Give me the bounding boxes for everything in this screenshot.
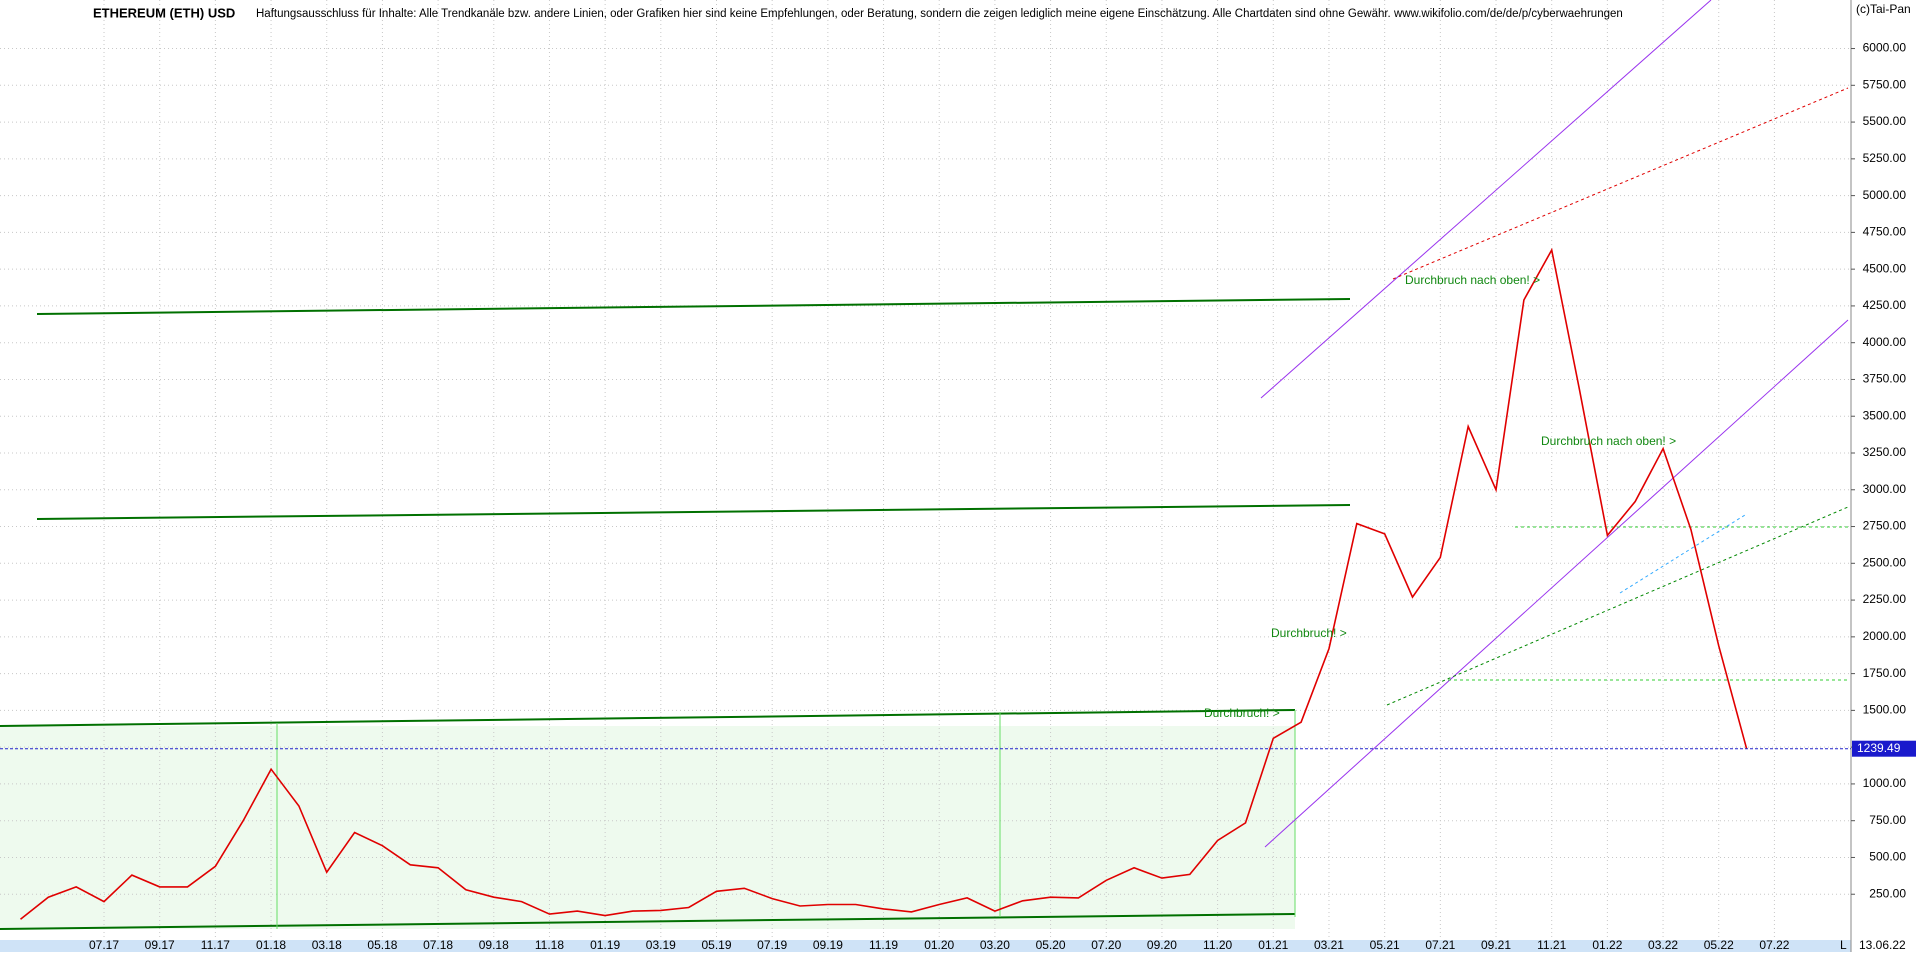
y-tick-label: 4500.00: [1863, 261, 1907, 275]
last-price-box: [1852, 740, 1916, 757]
trend-line: [0, 709, 1296, 727]
y-tick-label: 3750.00: [1863, 372, 1907, 386]
x-tick-label: 03.22: [1648, 938, 1678, 952]
scale-mark: L: [1840, 938, 1847, 952]
disclaimer: Haftungsausschluss für Inhalte: Alle Tre…: [256, 8, 1623, 20]
y-tick-label: 2750.00: [1863, 519, 1907, 533]
annotation: Durchbruch nach oben! >: [1405, 273, 1540, 287]
trend-line: [1264, 319, 1849, 848]
x-tick-label: 11.17: [201, 938, 230, 952]
trend-line: [1386, 506, 1849, 706]
x-tick-label: 05.21: [1370, 938, 1400, 952]
x-tick-label: 07.18: [423, 938, 453, 952]
x-tick-label: 07.19: [757, 938, 787, 952]
y-tick-label: 2000.00: [1863, 629, 1907, 643]
x-tick-label: 09.18: [479, 938, 509, 952]
x-tick-label: 07.21: [1425, 938, 1455, 952]
trend-line: [36, 504, 1351, 520]
y-tick-label: 1750.00: [1863, 666, 1907, 680]
trend-lines: [0, 0, 1849, 930]
current-date: 13.06.22: [1859, 938, 1906, 952]
x-tick-label: 01.19: [590, 938, 620, 952]
trend-line: [1619, 514, 1746, 594]
x-tick-label: 07.22: [1759, 938, 1789, 952]
y-tick-label: 500.00: [1869, 850, 1906, 864]
x-tick-label: 05.19: [701, 938, 731, 952]
x-tick-label: 11.18: [535, 938, 564, 952]
x-tick-label: 01.20: [924, 938, 954, 952]
trend-line: [1260, 0, 1712, 399]
x-tick-label: 01.18: [256, 938, 286, 952]
y-tick-label: 1000.00: [1863, 776, 1907, 790]
trend-line: [36, 298, 1351, 315]
y-tick-label: 1500.00: [1863, 703, 1907, 717]
last-price-label: 1239.49: [1857, 741, 1901, 755]
y-tick-label: 6000.00: [1863, 41, 1907, 55]
y-tick-label: 3000.00: [1863, 482, 1907, 496]
x-tick-label: 09.20: [1147, 938, 1177, 952]
annotation: Durchbruch nach oben! >: [1541, 434, 1676, 448]
y-tick-label: 5500.00: [1863, 114, 1907, 128]
date-bar: [0, 940, 1851, 952]
price-line: [20, 247, 1748, 920]
annotation: Durchbruch! >: [1204, 706, 1280, 720]
x-tick-label: 11.21: [1537, 938, 1566, 952]
y-tick-label: 5750.00: [1863, 77, 1907, 91]
range-box: [0, 726, 1295, 929]
grid: [0, 0, 1851, 940]
trend-line: [1392, 87, 1849, 280]
x-tick-label: 11.20: [1203, 938, 1232, 952]
x-tick-label: 11.19: [869, 938, 898, 952]
y-tick-label: 3500.00: [1863, 408, 1907, 422]
x-tick-label: 05.22: [1704, 938, 1734, 952]
annotation: Durchbruch! >: [1271, 626, 1347, 640]
x-tick-label: 01.21: [1258, 938, 1288, 952]
trend-line: [0, 913, 1296, 930]
copyright: (c)Tai-Pan: [1856, 2, 1911, 16]
x-tick-label: 03.21: [1314, 938, 1344, 952]
x-tick-label: 09.21: [1481, 938, 1511, 952]
y-tick-label: 4250.00: [1863, 298, 1907, 312]
x-tick-label: 03.20: [980, 938, 1010, 952]
y-tick-label: 4750.00: [1863, 225, 1907, 239]
x-tick-label: 05.18: [367, 938, 397, 952]
x-tick-label: 05.20: [1036, 938, 1066, 952]
chart-title: ETHEREUM (ETH) USD: [93, 5, 235, 20]
x-tick-label: 09.19: [813, 938, 843, 952]
x-tick-label: 03.19: [646, 938, 676, 952]
y-tick-label: 2250.00: [1863, 592, 1907, 606]
x-tick-label: 01.22: [1592, 938, 1622, 952]
x-tick-label: 07.20: [1091, 938, 1121, 952]
y-tick-label: 5250.00: [1863, 151, 1907, 165]
x-tick-label: 09.17: [145, 938, 175, 952]
x-tick-label: 03.18: [312, 938, 342, 952]
y-tick-label: 2500.00: [1863, 555, 1907, 569]
y-tick-label: 5000.00: [1863, 188, 1907, 202]
y-tick-label: 4000.00: [1863, 335, 1907, 349]
y-tick-label: 750.00: [1869, 813, 1906, 827]
x-tick-label: 07.17: [89, 938, 119, 952]
y-tick-label: 3250.00: [1863, 445, 1907, 459]
y-tick-label: 250.00: [1869, 886, 1906, 900]
